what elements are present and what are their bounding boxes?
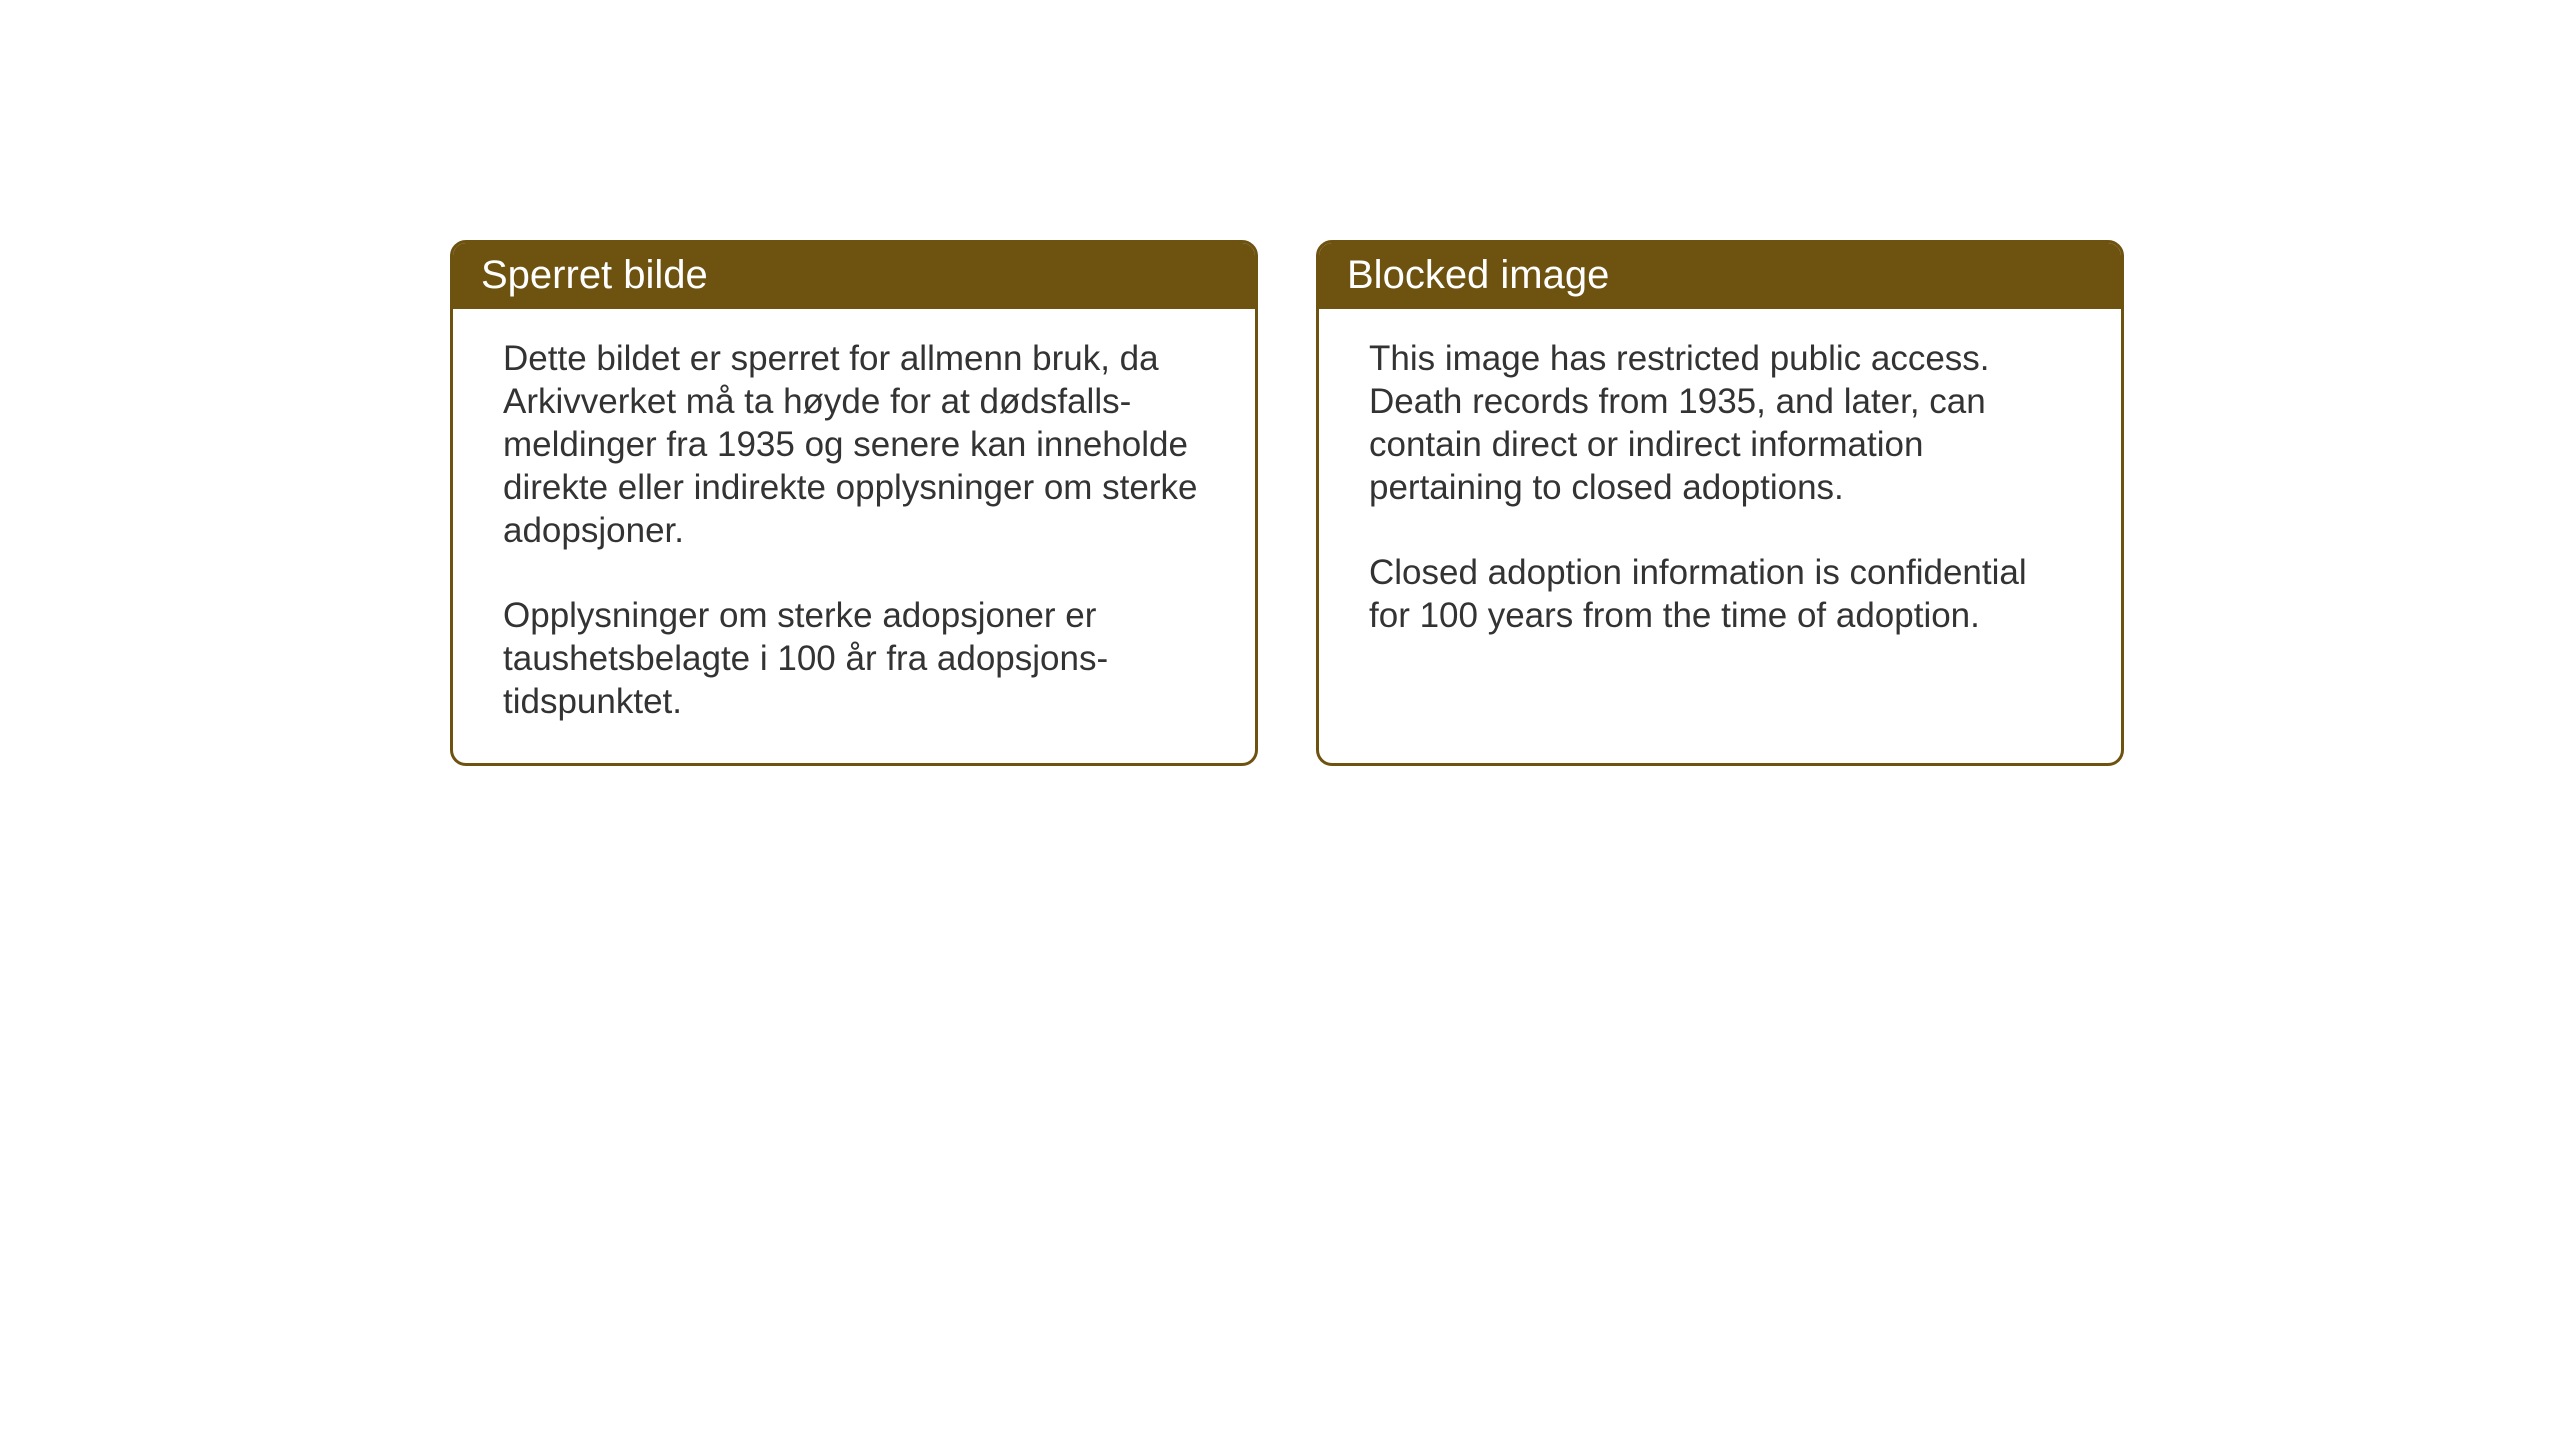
notice-paragraph: Closed adoption information is confident…: [1369, 551, 2071, 637]
notice-header-english: Blocked image: [1319, 243, 2121, 309]
notice-container: Sperret bilde Dette bildet er sperret fo…: [450, 240, 2560, 766]
notice-paragraph: Dette bildet er sperret for allmenn bruk…: [503, 337, 1205, 552]
notice-box-norwegian: Sperret bilde Dette bildet er sperret fo…: [450, 240, 1258, 766]
notice-header-norwegian: Sperret bilde: [453, 243, 1255, 309]
notice-body-english: This image has restricted public access.…: [1319, 309, 2121, 677]
notice-box-english: Blocked image This image has restricted …: [1316, 240, 2124, 766]
notice-paragraph: Opplysninger om sterke adopsjoner er tau…: [503, 594, 1205, 723]
notice-paragraph: This image has restricted public access.…: [1369, 337, 2071, 509]
notice-body-norwegian: Dette bildet er sperret for allmenn bruk…: [453, 309, 1255, 763]
